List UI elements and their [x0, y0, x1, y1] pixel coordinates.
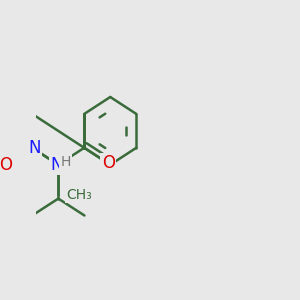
- Text: N: N: [54, 156, 67, 174]
- Text: N: N: [51, 156, 63, 174]
- Text: O: O: [0, 156, 13, 174]
- Text: N: N: [28, 139, 40, 157]
- Text: CH₃: CH₃: [66, 188, 92, 202]
- Text: H: H: [60, 155, 71, 169]
- Text: O: O: [102, 154, 115, 172]
